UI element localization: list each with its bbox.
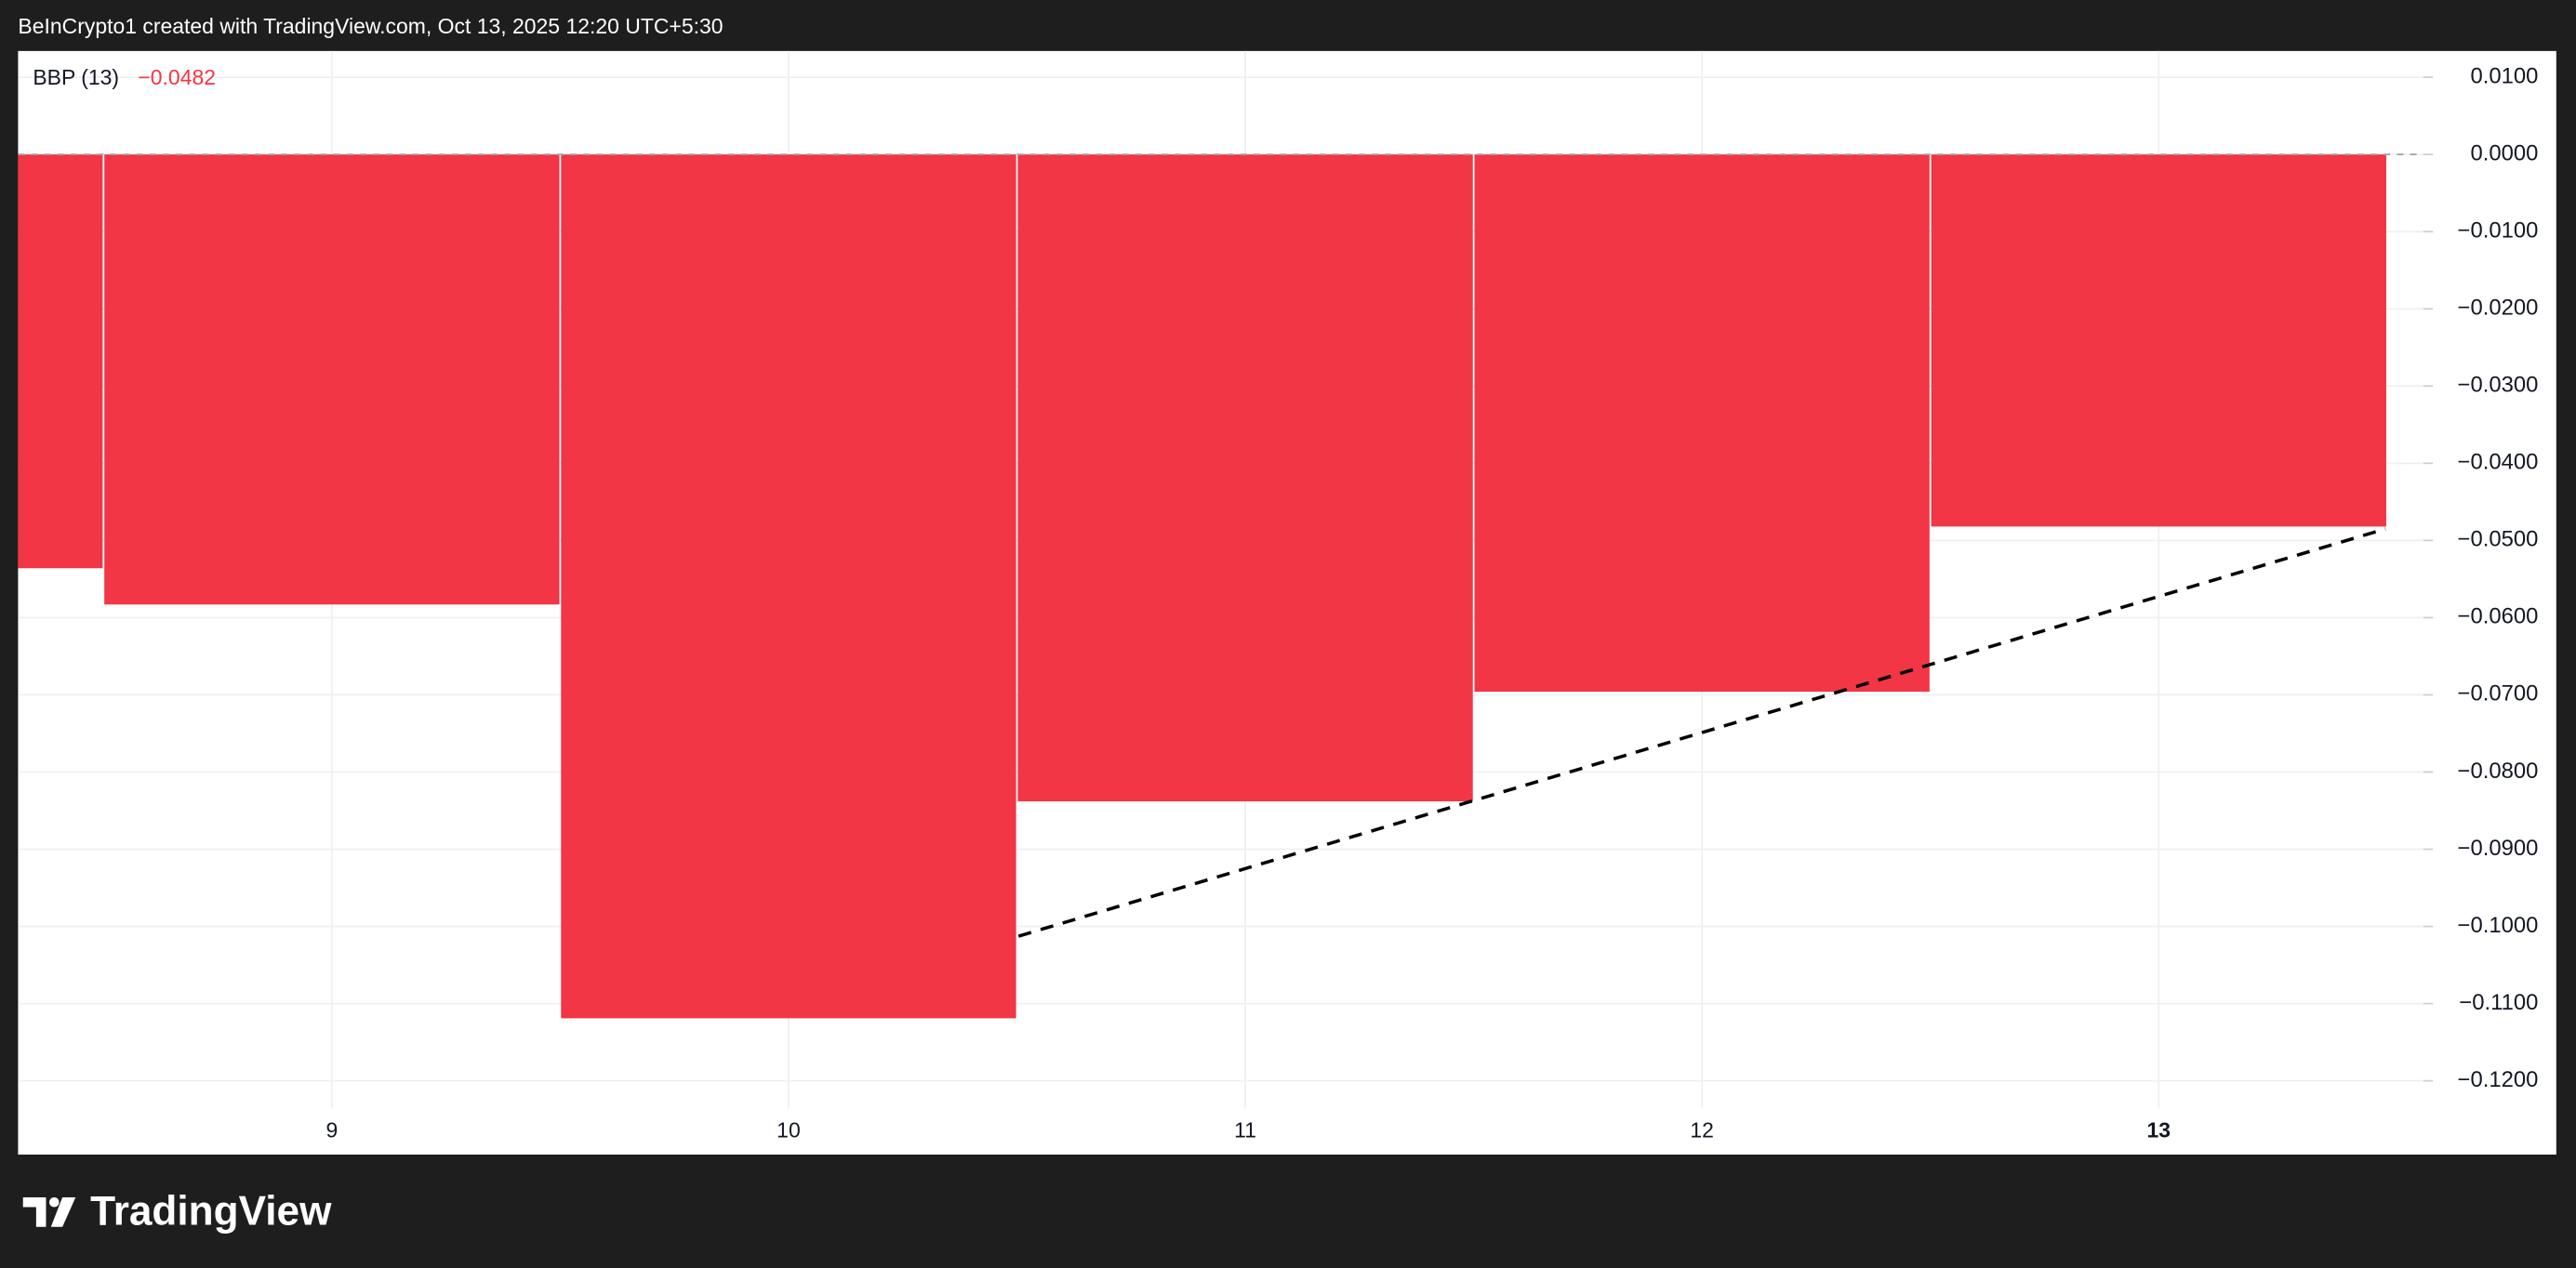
- y-tick-label: −0.0100: [2458, 218, 2539, 243]
- bars: [18, 153, 2423, 1019]
- bar: [561, 154, 1016, 1019]
- y-tick-label: −0.1000: [2458, 913, 2539, 938]
- header-text: BeInCrypto1 created with TradingView.com…: [18, 14, 723, 38]
- y-tick-label: −0.1200: [2458, 1067, 2539, 1092]
- logo-icon: [50, 1196, 76, 1227]
- y-tick-label: 0.0100: [2470, 63, 2538, 88]
- x-tick-label: 12: [1690, 1117, 1714, 1142]
- bar: [1931, 154, 2386, 527]
- y-tick-label: −0.0500: [2458, 527, 2539, 552]
- y-tick-label: −0.1100: [2459, 990, 2538, 1015]
- x-tick-label: 9: [325, 1117, 338, 1142]
- legend-value: −0.0482: [138, 65, 216, 89]
- legend-name: BBP (13): [33, 65, 119, 89]
- y-tick-label: −0.0300: [2458, 373, 2539, 398]
- bar: [104, 154, 560, 605]
- y-tick-label: −0.0200: [2458, 296, 2539, 321]
- x-tick-label: 11: [1234, 1117, 1256, 1142]
- bar: [18, 154, 103, 569]
- bar: [1017, 154, 1473, 802]
- tradingview-logo: TradingView: [22, 1188, 332, 1234]
- logo-icon: [22, 1196, 46, 1227]
- y-tick-label: −0.0600: [2458, 604, 2539, 629]
- logo-icon: [48, 1196, 60, 1208]
- bar: [1474, 154, 1930, 693]
- trend-line: [1017, 527, 2386, 938]
- x-tick-label: 13: [2147, 1117, 2171, 1142]
- axis-labels: 0.0100 0.0000 −0.0100 −0.0200 −0.0300 −0.0400…: [325, 63, 2538, 1142]
- x-tick-label: 10: [777, 1117, 801, 1142]
- y-tick-label: 0.0000: [2470, 140, 2538, 165]
- y-tick-label: −0.0900: [2458, 836, 2539, 861]
- y-tick-label: −0.0800: [2458, 759, 2539, 784]
- y-tick-label: −0.0700: [2458, 681, 2539, 707]
- footer-text: TradingView: [90, 1188, 332, 1234]
- y-tick-label: −0.0400: [2458, 450, 2539, 475]
